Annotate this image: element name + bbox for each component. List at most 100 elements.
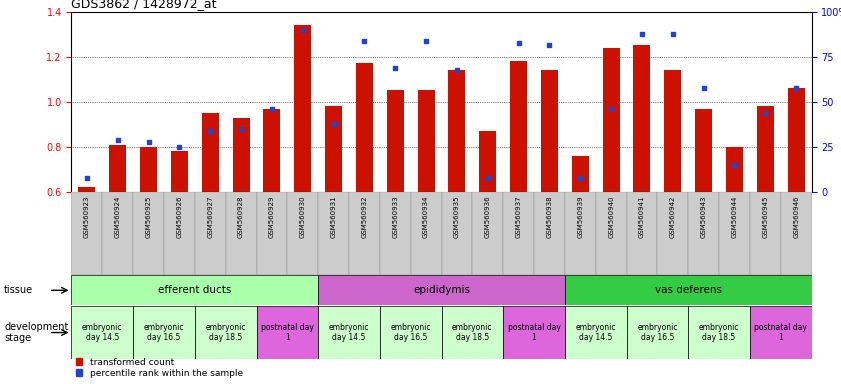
Bar [757,106,774,192]
Point [697,85,711,91]
Text: development
stage: development stage [4,322,69,343]
Bar [688,306,750,359]
Text: GSM560929: GSM560929 [269,195,275,238]
Point [605,106,618,112]
Text: embryonic
day 18.5: embryonic day 18.5 [699,323,739,342]
Point [296,26,309,33]
Point [265,106,278,112]
Bar [288,192,318,275]
Point [727,162,741,168]
Bar [294,25,311,192]
Text: GSM560945: GSM560945 [762,195,769,238]
Point [420,38,433,44]
Bar [171,151,188,192]
Point [450,67,463,73]
Legend: transformed count, percentile rank within the sample: transformed count, percentile rank withi… [76,358,243,377]
Point [574,175,587,182]
Bar [318,192,349,275]
Bar [225,192,257,275]
Bar [318,306,380,359]
Text: GSM560926: GSM560926 [177,195,182,238]
Bar [442,192,473,275]
Point [172,144,186,150]
Bar [565,275,812,305]
Bar [109,145,126,192]
Text: GDS3862 / 1428972_at: GDS3862 / 1428972_at [71,0,217,10]
Bar [410,192,442,275]
Point [790,85,803,91]
Text: GSM560924: GSM560924 [114,195,121,238]
Bar [380,192,410,275]
Text: embryonic
day 18.5: embryonic day 18.5 [205,323,246,342]
Text: embryonic
day 18.5: embryonic day 18.5 [452,323,493,342]
Bar [195,192,225,275]
Point [481,175,495,182]
Text: GSM560941: GSM560941 [639,195,645,238]
Point [759,110,772,116]
Bar [541,70,558,192]
Text: GSM560934: GSM560934 [423,195,429,238]
Text: GSM560936: GSM560936 [484,195,491,238]
Text: GSM560940: GSM560940 [608,195,614,238]
Text: GSM560925: GSM560925 [145,195,151,238]
Text: postnatal day
1: postnatal day 1 [508,323,560,342]
Text: tissue: tissue [4,285,34,295]
Bar [103,192,133,275]
Text: GSM560928: GSM560928 [238,195,244,238]
Text: embryonic
day 16.5: embryonic day 16.5 [390,323,431,342]
Point [235,126,248,132]
Point [542,42,556,48]
Text: GSM560946: GSM560946 [793,195,799,238]
Point [80,175,93,182]
Bar [595,192,627,275]
Bar [257,306,318,359]
Text: GSM560932: GSM560932 [362,195,368,238]
Bar [349,192,380,275]
Bar [133,306,195,359]
Bar [688,192,719,275]
Text: GSM560944: GSM560944 [732,195,738,238]
Bar [263,109,280,192]
Bar [534,192,565,275]
Bar [696,109,712,192]
Bar [726,147,743,192]
Text: embryonic
day 14.5: embryonic day 14.5 [82,323,123,342]
Text: GSM560937: GSM560937 [516,195,521,238]
Bar [140,147,157,192]
Text: embryonic
day 14.5: embryonic day 14.5 [329,323,369,342]
Bar [473,192,503,275]
Bar [750,306,812,359]
Bar [627,192,658,275]
Point [635,31,648,37]
Text: efferent ducts: efferent ducts [158,285,231,295]
Bar [565,192,595,275]
Text: GSM560923: GSM560923 [84,195,90,238]
Bar [71,192,103,275]
Bar [719,192,750,275]
Point [357,38,371,44]
Text: GSM560938: GSM560938 [547,195,553,238]
Text: GSM560942: GSM560942 [669,195,676,238]
Bar [442,306,503,359]
Bar [603,48,620,192]
Text: embryonic
day 16.5: embryonic day 16.5 [637,323,678,342]
Point [204,128,217,134]
Text: GSM560930: GSM560930 [299,195,306,238]
Bar [572,156,589,192]
Text: postnatal day
1: postnatal day 1 [261,323,314,342]
Bar [448,70,465,192]
Text: GSM560939: GSM560939 [577,195,584,238]
Bar [503,306,565,359]
Point [327,121,341,127]
Text: GSM560943: GSM560943 [701,195,706,238]
Bar [380,306,442,359]
Bar [195,306,257,359]
Bar [750,192,780,275]
Bar [202,113,219,192]
Bar [387,91,404,192]
Bar [78,187,95,192]
Text: epididymis: epididymis [413,285,470,295]
Text: GSM560933: GSM560933 [392,195,399,238]
Point [111,137,124,143]
Bar [503,192,534,275]
